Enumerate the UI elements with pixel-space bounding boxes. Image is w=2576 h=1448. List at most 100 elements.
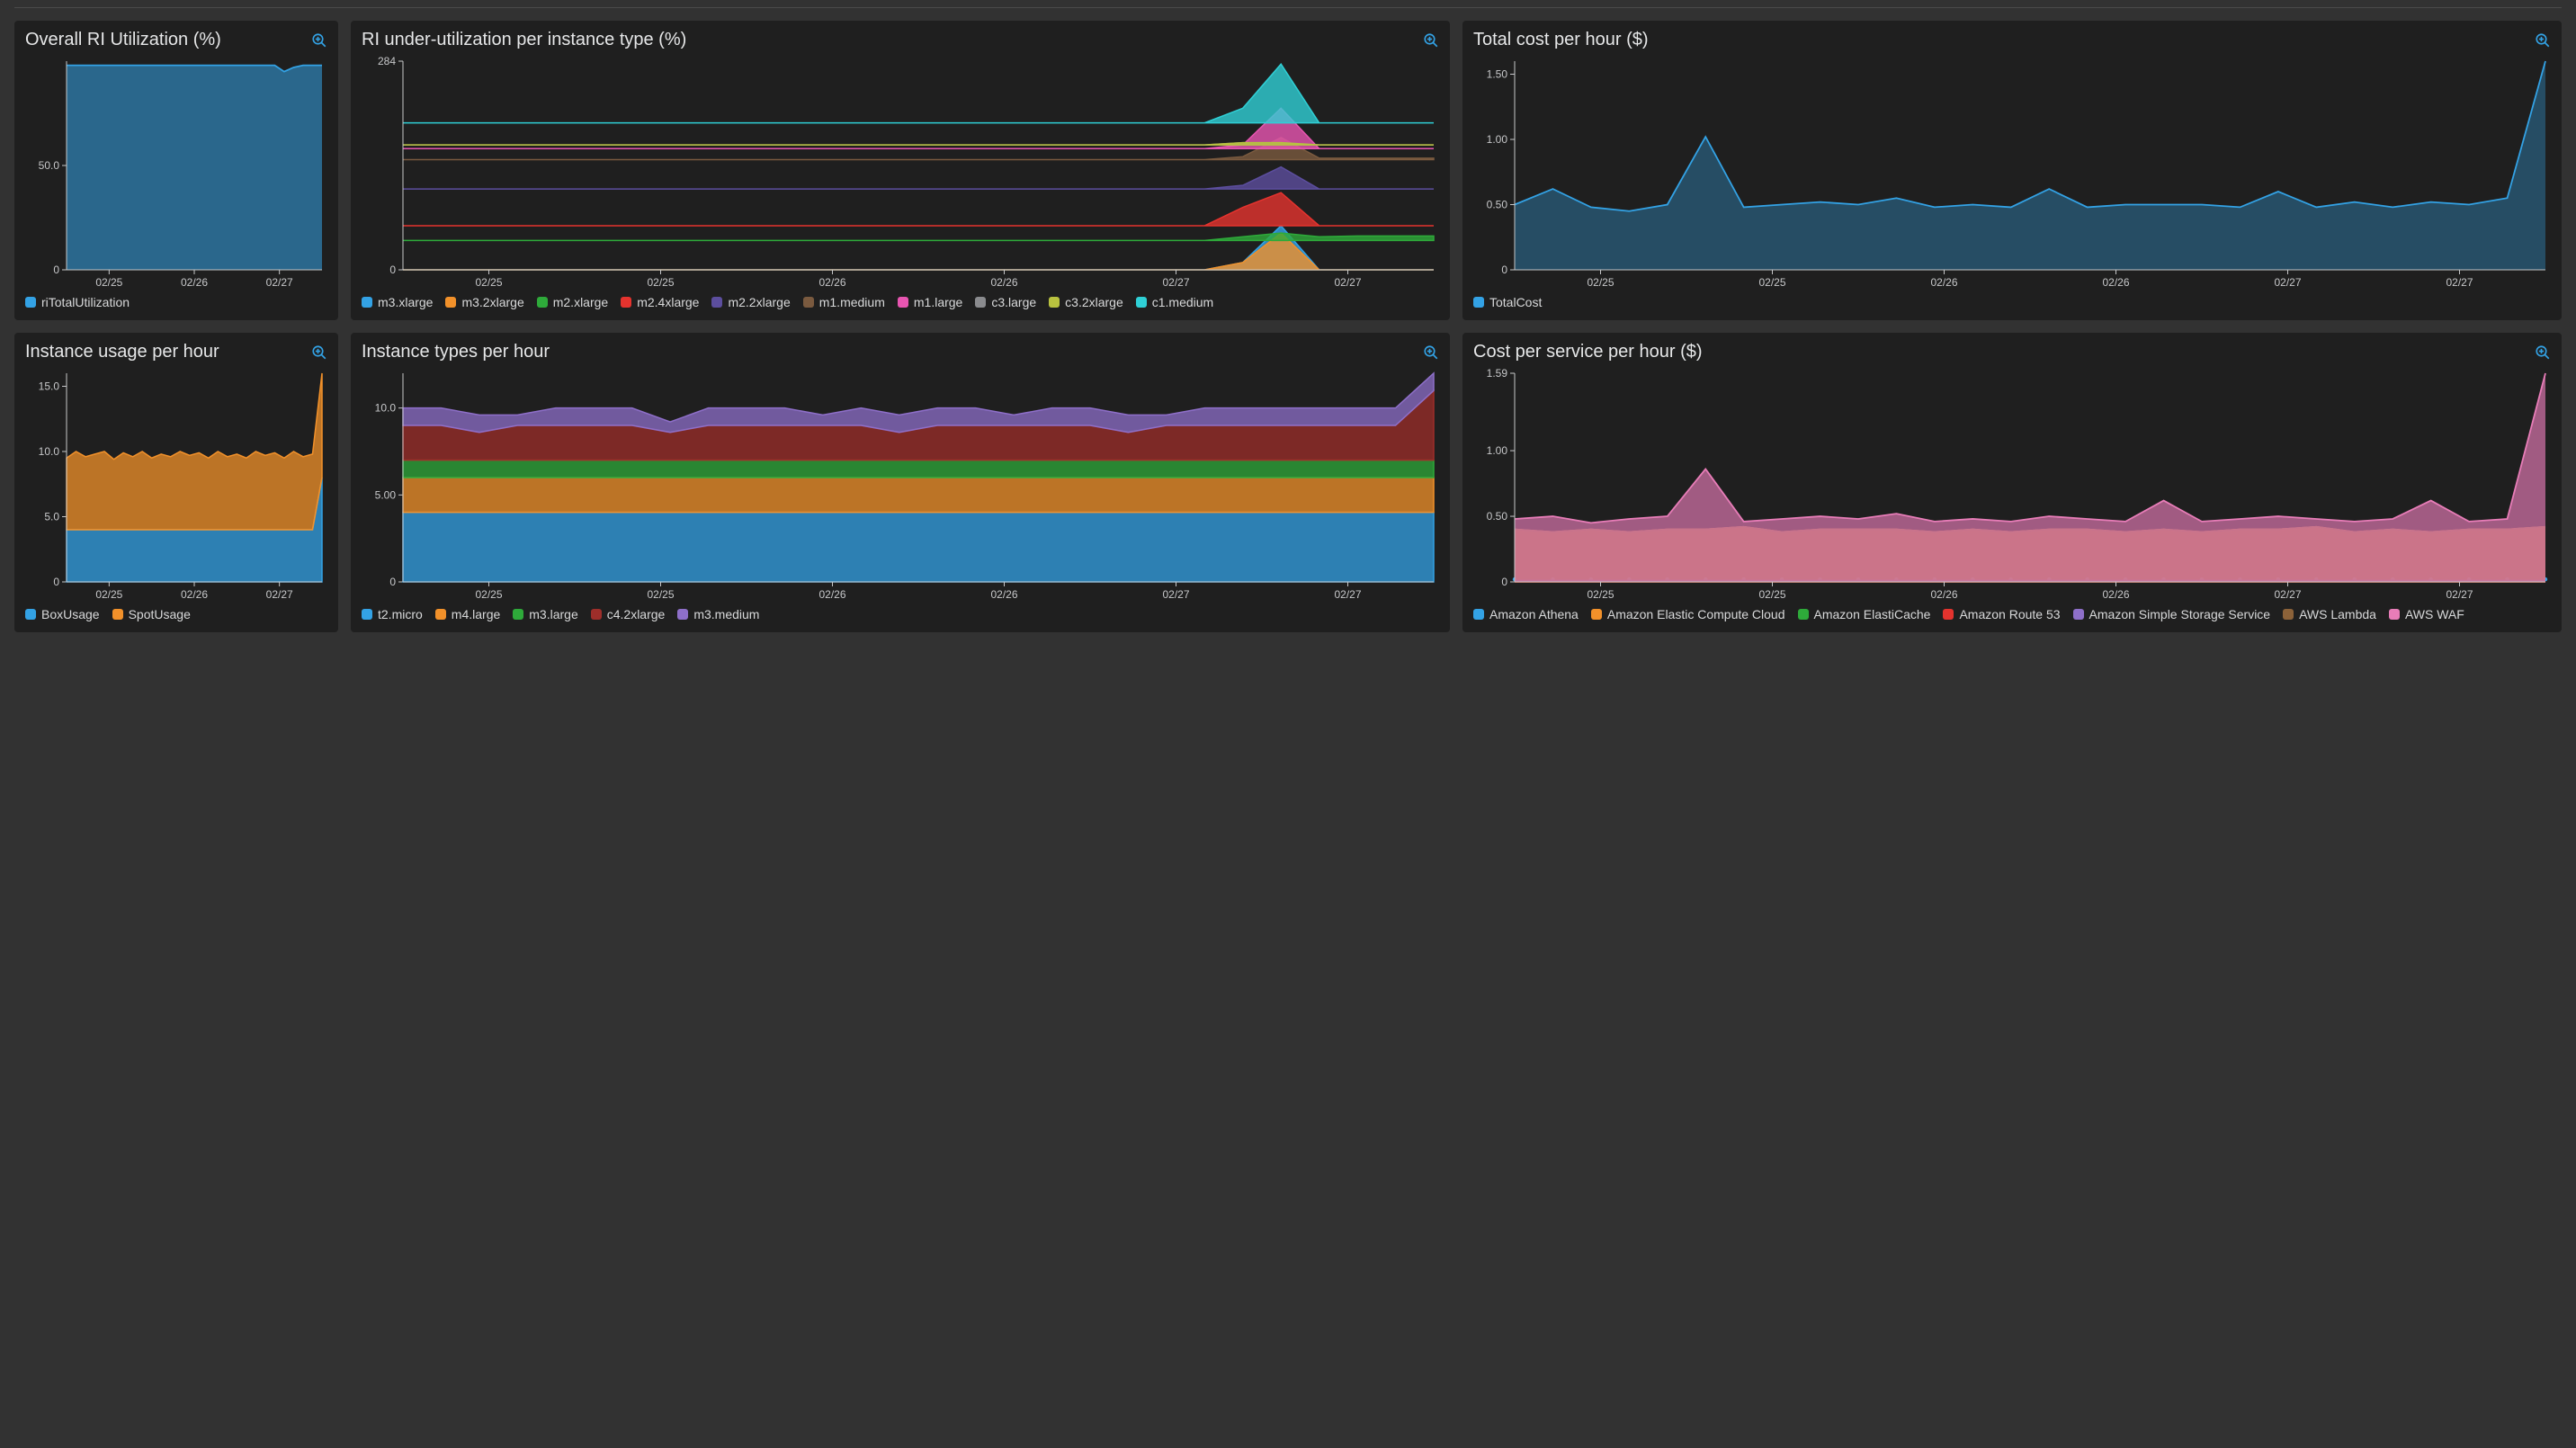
legend-swatch	[25, 609, 36, 620]
svg-text:5.0: 5.0	[44, 511, 59, 523]
legend-swatch	[537, 297, 548, 308]
chart[interactable]: 05.010.015.002/2502/2602/27	[25, 368, 327, 602]
svg-text:10.0: 10.0	[39, 445, 60, 458]
legend-item[interactable]: c3.2xlarge	[1049, 295, 1123, 309]
svg-text:02/26: 02/26	[818, 276, 845, 289]
panel-instance-usage: Instance usage per hour 05.010.015.002/2…	[14, 333, 338, 632]
legend-item[interactable]: Amazon Route 53	[1943, 607, 2060, 621]
dashboard-grid: Overall RI Utilization (%) 050.002/2502/…	[7, 21, 2569, 639]
legend-label: m3.2xlarge	[461, 295, 523, 309]
svg-text:02/26: 02/26	[2102, 276, 2129, 289]
legend-label: TotalCost	[1489, 295, 1542, 309]
legend-item[interactable]: AWS Lambda	[2283, 607, 2376, 621]
legend-item[interactable]: c4.2xlarge	[591, 607, 666, 621]
legend-swatch	[711, 297, 722, 308]
svg-text:02/26: 02/26	[818, 588, 845, 601]
legend-label: BoxUsage	[41, 607, 100, 621]
panel-title: Instance usage per hour	[25, 342, 219, 362]
zoom-icon[interactable]	[311, 344, 327, 361]
svg-text:02/27: 02/27	[2274, 588, 2301, 601]
legend-label: m3.medium	[693, 607, 759, 621]
svg-text:02/25: 02/25	[647, 588, 674, 601]
legend-swatch	[1943, 609, 1954, 620]
legend-swatch	[25, 297, 36, 308]
chart[interactable]: 00.501.001.5002/2502/2502/2602/2602/2702…	[1473, 56, 2551, 290]
legend-item[interactable]: m1.large	[898, 295, 962, 309]
legend-swatch	[1136, 297, 1147, 308]
legend-label: SpotUsage	[129, 607, 191, 621]
svg-text:02/25: 02/25	[95, 276, 122, 289]
svg-text:1.00: 1.00	[1487, 444, 1508, 457]
legend-swatch	[803, 297, 814, 308]
legend-item[interactable]: m2.4xlarge	[621, 295, 699, 309]
legend-item[interactable]: m2.2xlarge	[711, 295, 790, 309]
legend-label: Amazon ElastiCache	[1814, 607, 1931, 621]
legend-item[interactable]: m3.xlarge	[362, 295, 433, 309]
legend-item[interactable]: Amazon Athena	[1473, 607, 1579, 621]
legend-item[interactable]: riTotalUtilization	[25, 295, 130, 309]
legend-item[interactable]: m3.2xlarge	[445, 295, 523, 309]
svg-text:0.50: 0.50	[1487, 199, 1508, 211]
legend-item[interactable]: m3.medium	[677, 607, 759, 621]
legend-swatch	[1591, 609, 1602, 620]
legend-item[interactable]: m2.xlarge	[537, 295, 608, 309]
legend-item[interactable]: m4.large	[435, 607, 500, 621]
zoom-icon[interactable]	[1423, 32, 1439, 49]
panel-title: Cost per service per hour ($)	[1473, 342, 1703, 362]
legend-item[interactable]: TotalCost	[1473, 295, 1542, 309]
chart[interactable]: 05.0010.002/2502/2502/2602/2602/2702/27	[362, 368, 1439, 602]
legend-item[interactable]: c1.medium	[1136, 295, 1213, 309]
top-divider	[14, 7, 2562, 8]
legend-swatch	[1798, 609, 1809, 620]
zoom-icon[interactable]	[1423, 344, 1439, 361]
chart[interactable]: 00.501.001.5902/2502/2502/2602/2602/2702…	[1473, 368, 2551, 602]
legend-item[interactable]: m3.large	[513, 607, 577, 621]
svg-text:0: 0	[1501, 576, 1507, 588]
legend-item[interactable]: t2.micro	[362, 607, 423, 621]
panel-title: RI under-utilization per instance type (…	[362, 30, 686, 50]
legend-label: AWS Lambda	[2299, 607, 2376, 621]
zoom-icon[interactable]	[2535, 32, 2551, 49]
legend-swatch	[362, 297, 372, 308]
svg-text:02/27: 02/27	[2446, 588, 2473, 601]
svg-text:02/27: 02/27	[1162, 588, 1189, 601]
zoom-icon[interactable]	[2535, 344, 2551, 361]
legend-item[interactable]: Amazon Elastic Compute Cloud	[1591, 607, 1785, 621]
legend-item[interactable]: c3.large	[975, 295, 1036, 309]
legend-label: Amazon Route 53	[1959, 607, 2060, 621]
panel-title: Instance types per hour	[362, 342, 550, 362]
legend-label: m2.2xlarge	[728, 295, 790, 309]
legend-label: m3.large	[529, 607, 577, 621]
legend-label: m4.large	[452, 607, 500, 621]
chart[interactable]: 050.002/2502/2602/27	[25, 56, 327, 290]
legend-label: c3.large	[991, 295, 1036, 309]
svg-text:02/25: 02/25	[1758, 588, 1785, 601]
svg-text:0: 0	[53, 264, 59, 276]
legend-swatch	[513, 609, 523, 620]
chart[interactable]: 028402/2502/2502/2602/2602/2702/27	[362, 56, 1439, 290]
svg-text:02/26: 02/26	[990, 588, 1017, 601]
zoom-icon[interactable]	[311, 32, 327, 49]
legend: BoxUsage SpotUsage	[25, 607, 327, 621]
legend-item[interactable]: Amazon Simple Storage Service	[2073, 607, 2271, 621]
legend-label: AWS WAF	[2405, 607, 2464, 621]
svg-text:10.0: 10.0	[375, 402, 397, 415]
legend-item[interactable]: BoxUsage	[25, 607, 100, 621]
legend-label: m3.xlarge	[378, 295, 433, 309]
legend-item[interactable]: m1.medium	[803, 295, 885, 309]
panel-cost-per-service: Cost per service per hour ($) 00.501.001…	[1462, 333, 2562, 632]
legend-item[interactable]: AWS WAF	[2389, 607, 2464, 621]
svg-text:02/25: 02/25	[95, 588, 122, 601]
legend-swatch	[975, 297, 986, 308]
legend-item[interactable]: SpotUsage	[112, 607, 191, 621]
legend-label: m1.large	[914, 295, 962, 309]
svg-text:02/26: 02/26	[181, 588, 208, 601]
legend-item[interactable]: Amazon ElastiCache	[1798, 607, 1931, 621]
svg-text:02/25: 02/25	[1587, 276, 1614, 289]
svg-text:1.59: 1.59	[1487, 368, 1508, 380]
legend-swatch	[2389, 609, 2400, 620]
svg-text:1.50: 1.50	[1487, 68, 1508, 81]
legend-label: riTotalUtilization	[41, 295, 130, 309]
svg-text:02/25: 02/25	[475, 588, 502, 601]
svg-text:02/26: 02/26	[1930, 588, 1957, 601]
